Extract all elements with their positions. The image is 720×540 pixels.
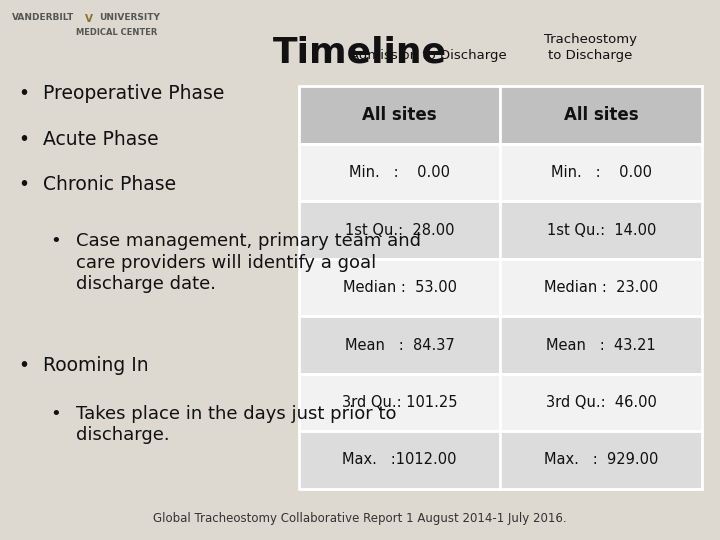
Text: VANDERBILT: VANDERBILT — [12, 14, 74, 23]
FancyBboxPatch shape — [500, 201, 702, 259]
FancyBboxPatch shape — [500, 316, 702, 374]
Text: Takes place in the days just prior to
discharge.: Takes place in the days just prior to di… — [76, 405, 396, 444]
FancyBboxPatch shape — [299, 144, 500, 201]
Text: Chronic Phase: Chronic Phase — [43, 176, 176, 194]
FancyBboxPatch shape — [500, 259, 702, 316]
FancyBboxPatch shape — [299, 316, 500, 374]
Text: Case management, primary team and
care providers will identify a goal
discharge : Case management, primary team and care p… — [76, 232, 420, 293]
FancyBboxPatch shape — [299, 259, 500, 316]
Text: •: • — [18, 356, 29, 375]
FancyBboxPatch shape — [500, 144, 702, 201]
Text: Timeline: Timeline — [273, 35, 447, 69]
Text: 3rd Qu.: 101.25: 3rd Qu.: 101.25 — [342, 395, 457, 410]
Text: •: • — [18, 176, 29, 194]
Text: Min.   :    0.00: Min. : 0.00 — [349, 165, 450, 180]
FancyBboxPatch shape — [500, 431, 702, 489]
Text: Admission to Discharge: Admission to Discharge — [350, 49, 507, 62]
Text: •: • — [18, 130, 29, 148]
Text: Tracheostomy
to Discharge: Tracheostomy to Discharge — [544, 33, 637, 62]
Text: All sites: All sites — [362, 106, 437, 124]
Text: Median :  23.00: Median : 23.00 — [544, 280, 658, 295]
Text: •: • — [50, 232, 61, 250]
Text: Median :  53.00: Median : 53.00 — [343, 280, 456, 295]
Text: Min.   :    0.00: Min. : 0.00 — [551, 165, 652, 180]
Text: Max.   :1012.00: Max. :1012.00 — [342, 453, 457, 468]
Text: Mean   :  84.37: Mean : 84.37 — [345, 338, 454, 353]
FancyBboxPatch shape — [500, 374, 702, 431]
Text: Mean   :  43.21: Mean : 43.21 — [546, 338, 656, 353]
Text: V: V — [85, 14, 93, 24]
Text: Preoperative Phase: Preoperative Phase — [43, 84, 225, 103]
Text: Max.   :  929.00: Max. : 929.00 — [544, 453, 658, 468]
Text: MEDICAL CENTER: MEDICAL CENTER — [76, 28, 157, 37]
FancyBboxPatch shape — [500, 86, 702, 144]
Text: Global Tracheostomy Collaborative Report 1 August 2014-1 July 2016.: Global Tracheostomy Collaborative Report… — [153, 512, 567, 525]
Text: Rooming In: Rooming In — [43, 356, 149, 375]
FancyBboxPatch shape — [299, 431, 500, 489]
Text: 1st Qu.:  28.00: 1st Qu.: 28.00 — [345, 222, 454, 238]
Text: 1st Qu.:  14.00: 1st Qu.: 14.00 — [546, 222, 656, 238]
FancyBboxPatch shape — [299, 201, 500, 259]
Text: •: • — [50, 405, 61, 423]
Text: UNIVERSITY: UNIVERSITY — [99, 14, 161, 23]
Text: 3rd Qu.:  46.00: 3rd Qu.: 46.00 — [546, 395, 657, 410]
FancyBboxPatch shape — [299, 86, 500, 144]
Text: All sites: All sites — [564, 106, 639, 124]
FancyBboxPatch shape — [299, 374, 500, 431]
Text: •: • — [18, 84, 29, 103]
Text: Acute Phase: Acute Phase — [43, 130, 159, 148]
